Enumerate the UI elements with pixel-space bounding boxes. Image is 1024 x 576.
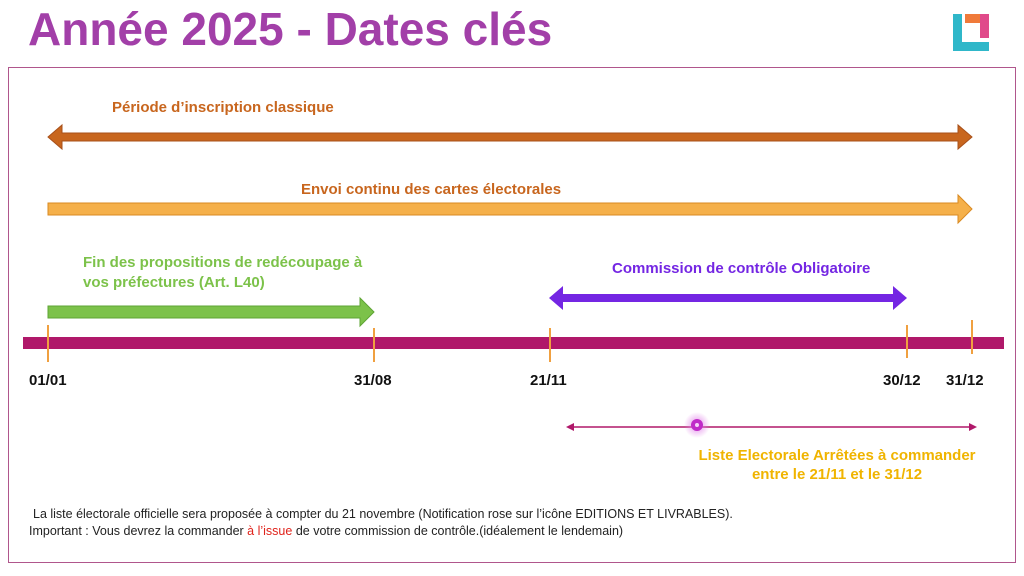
cards-label: Envoi continu des cartes électorales	[301, 181, 562, 198]
commission-label: Commission de contrôle Obligatoire	[612, 260, 871, 277]
liste-label-line1: Liste Electorale Arrêtées à commander	[698, 447, 976, 464]
timeline-panel	[8, 67, 1016, 563]
logo-icon	[953, 14, 989, 51]
note-line-2: Important : Vous devrez la commander à l…	[29, 524, 623, 538]
date-label: 31/08	[354, 372, 392, 389]
inscription-label: Période d’inscription classique	[112, 99, 334, 116]
note-text: Important : Vous devrez la commander	[29, 524, 248, 538]
redecoupage-label-line2: vos préfectures (Art. L40)	[83, 274, 265, 291]
note-text: de votre commission de contrôle.(idéalem…	[292, 524, 624, 538]
redecoupage-arrow	[47, 296, 375, 328]
liste-arrow-right	[969, 423, 977, 431]
liste-label-line2: entre le 21/11 et le 31/12	[751, 466, 923, 483]
liste-arrow-left	[566, 423, 574, 431]
cards-arrow	[47, 193, 973, 225]
timeline-bar	[23, 337, 1004, 349]
inscription-arrow	[47, 123, 973, 151]
date-label: 01/01	[29, 372, 67, 389]
redecoupage-label: Fin des propositions de redécoupage à vo…	[83, 253, 383, 293]
date-label: 21/11	[530, 372, 567, 389]
page-title: Année 2025 - Dates clés	[28, 3, 553, 55]
note-line-1: La liste électorale officielle sera prop…	[33, 507, 733, 521]
liste-label: Liste Electorale Arrêtées à commander en…	[692, 446, 982, 484]
date-label: 30/12	[883, 372, 921, 389]
date-label: 31/12	[946, 372, 984, 389]
commission-arrow	[549, 286, 907, 310]
note-highlight: à l’issue	[247, 524, 293, 538]
redecoupage-label-line1: Fin des propositions de redécoupage à	[83, 254, 363, 271]
notification-dot-icon	[684, 412, 710, 438]
